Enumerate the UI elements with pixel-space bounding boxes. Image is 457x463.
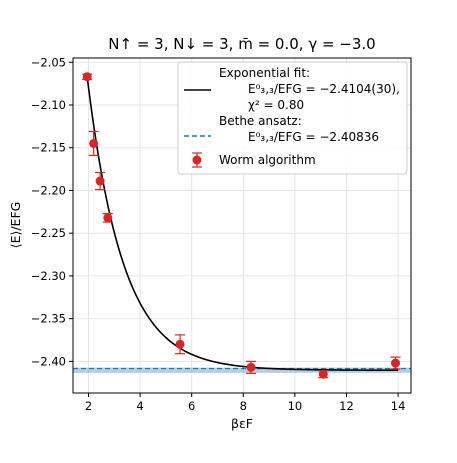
y-tick-label: −2.15 <box>31 141 66 155</box>
point-marker <box>318 369 328 379</box>
exponential-fit-curve <box>86 76 399 372</box>
data-point <box>246 360 257 374</box>
legend: Exponential fit: E⁰₃,₃/EFG = −2.4104(30)… <box>177 61 408 175</box>
point-marker <box>103 213 113 223</box>
y-tick-label: −2.30 <box>31 269 66 283</box>
point-marker <box>95 176 105 186</box>
x-tick-label: 14 <box>391 399 406 413</box>
y-axis-ticks: −2.05 −2.10 −2.15 −2.20 −2.25 −2.30 −2.35 −2.40 <box>31 55 73 368</box>
data-point <box>95 171 106 191</box>
legend-fit-chi: χ² = 0.80 <box>248 98 304 112</box>
point-marker <box>391 358 401 368</box>
x-tick-label: 2 <box>85 399 92 413</box>
fit-path <box>86 76 399 372</box>
y-tick-label: −2.10 <box>31 98 66 112</box>
x-tick-label: 4 <box>136 399 143 413</box>
legend-box <box>177 61 408 175</box>
y-tick-label: −2.40 <box>31 354 66 368</box>
x-tick-label: 12 <box>339 399 354 413</box>
legend-worm-label: Worm algorithm <box>219 153 316 167</box>
x-tick-label: 8 <box>240 399 247 413</box>
y-tick-label: −2.05 <box>31 55 66 69</box>
x-tick-label: 10 <box>288 399 303 413</box>
chart-title: N↑ = 3, N↓ = 3, m̄ = 0.0, γ = −3.0 <box>108 35 375 53</box>
y-tick-label: −2.25 <box>31 226 66 240</box>
point-marker <box>89 138 99 148</box>
legend-fit-title: Exponential fit: <box>219 66 310 80</box>
data-point <box>175 334 186 355</box>
point-marker <box>82 72 92 82</box>
legend-bethe-energy: E⁰₃,₃/EFG = −2.40836 <box>248 130 379 144</box>
x-axis-label: βεF <box>231 416 253 431</box>
y-axis-label: ⟨E⟩/EFG <box>8 202 23 249</box>
y-tick-label: −2.35 <box>31 312 66 326</box>
legend-bethe-title: Bethe ansatz: <box>219 114 302 128</box>
data-point <box>102 212 113 223</box>
point-marker <box>175 339 185 349</box>
data-point <box>88 130 99 157</box>
data-point <box>390 356 401 370</box>
x-tick-label: 6 <box>188 399 195 413</box>
fit-uncertainty-band <box>73 367 411 373</box>
fit-band-rect <box>73 367 411 373</box>
plot-frame <box>72 57 412 394</box>
data-point <box>82 72 93 82</box>
legend-fit-energy: E⁰₃,₃/EFG = −2.4104(30), <box>248 82 400 96</box>
x-axis-ticks: 2 4 6 8 10 12 14 <box>85 393 406 413</box>
data-point <box>318 369 329 379</box>
worm-algorithm-points <box>82 72 401 379</box>
legend-worm-swatch <box>192 152 202 168</box>
point-marker <box>246 362 256 372</box>
y-tick-label: −2.20 <box>31 183 66 197</box>
